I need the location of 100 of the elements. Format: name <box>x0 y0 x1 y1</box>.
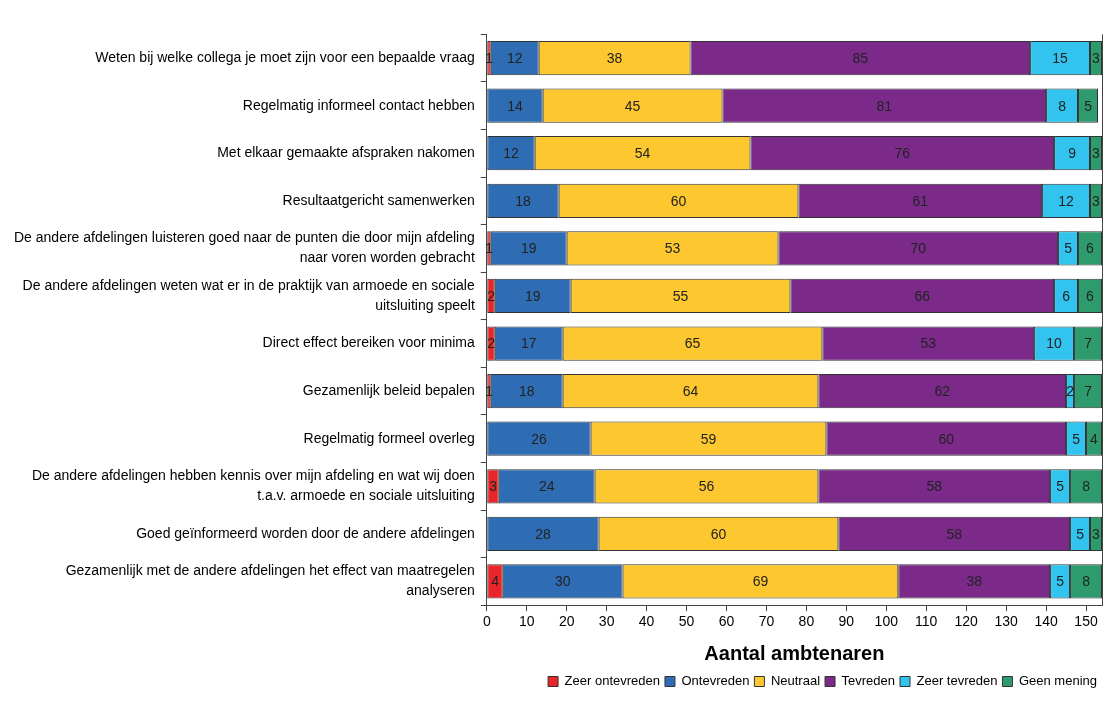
data-label: 1 <box>485 382 494 399</box>
data-label: 5 <box>1076 525 1085 542</box>
y-tick-label: Goed geïnformeerd worden door de andere afdelingen <box>136 524 475 541</box>
legend-label: Zeer tevreden <box>916 673 998 689</box>
data-label: 5 <box>1064 240 1073 257</box>
y-tick-label: Met elkaar gemaakte afspraken nakomen <box>217 144 475 161</box>
data-label: 64 <box>682 382 699 399</box>
data-label: 14 <box>507 97 523 114</box>
data-label: 8 <box>1082 478 1091 495</box>
y-tick-label: Weten bij welke collega je moet zijn voor een bepaalde vraag <box>95 48 475 65</box>
data-label: 3 <box>1092 49 1101 66</box>
y-tick-label: Gezamenlijk met de andere afdelingen het effect van maatregelen analyseren <box>65 562 475 599</box>
data-label: 3 <box>1092 525 1101 542</box>
data-label: 8 <box>1058 97 1067 114</box>
x-tick-label: 30 <box>598 613 615 630</box>
x-tick-label: 120 <box>954 613 979 630</box>
legend-label: Geen mening <box>1018 673 1098 689</box>
data-label: 61 <box>912 192 929 209</box>
x-tick-label: 90 <box>838 613 855 630</box>
data-label: 7 <box>1084 335 1093 352</box>
x-tick-label: 110 <box>915 613 938 630</box>
data-label: 10 <box>1046 335 1063 352</box>
data-label: 5 <box>1056 478 1065 495</box>
data-label: 66 <box>914 287 931 304</box>
data-label: 9 <box>1068 145 1077 162</box>
data-label: 1 <box>485 49 494 66</box>
data-label: 12 <box>506 49 523 66</box>
data-label: 60 <box>710 525 727 542</box>
x-tick-label: 140 <box>1034 613 1058 630</box>
data-label: 4 <box>491 573 500 590</box>
data-label: 59 <box>700 430 717 447</box>
data-label: 19 <box>520 240 537 257</box>
data-label: 38 <box>606 49 623 66</box>
data-label: 38 <box>966 573 983 590</box>
legend-label: Zeer ontevreden <box>564 673 660 689</box>
data-label: 15 <box>1052 49 1069 66</box>
x-tick-label: 130 <box>994 613 1019 630</box>
data-label: 6 <box>1062 287 1071 304</box>
data-label: 54 <box>634 145 651 162</box>
data-label: 24 <box>538 478 555 495</box>
data-label: 69 <box>752 573 769 590</box>
y-tick-label: Regelmatig informeel contact hebben <box>242 96 475 113</box>
data-label: 28 <box>535 525 551 542</box>
data-label: 65 <box>684 335 701 352</box>
data-label: 62 <box>934 382 951 399</box>
data-label: 3 <box>1092 145 1101 162</box>
data-label: 58 <box>926 478 943 495</box>
data-label: 56 <box>698 478 715 495</box>
data-label: 17 <box>520 335 537 352</box>
data-label: 53 <box>664 240 681 257</box>
y-tick-label: Gezamenlijk beleid bepalen <box>302 381 475 398</box>
y-tick-label: De andere afdelingen weten wat er in de praktijk van armoede en sociale uitsluiting speelt <box>22 276 475 313</box>
data-label: 1 <box>485 240 494 257</box>
data-label: 5 <box>1084 97 1093 114</box>
data-label: 4 <box>1090 430 1099 447</box>
data-label: 58 <box>946 525 963 542</box>
data-label: 12 <box>1058 192 1075 209</box>
data-label: 30 <box>554 573 571 590</box>
x-tick-label: 20 <box>558 613 575 630</box>
y-tick-label: Direct effect bereiken voor minima <box>262 334 475 351</box>
data-label: 60 <box>938 430 955 447</box>
y-tick-label: Resultaatgericht samenwerken <box>282 191 475 208</box>
y-tick-label: Regelmatig formeel overleg <box>303 429 475 446</box>
data-label: 6 <box>1086 287 1095 304</box>
x-tick-label: 60 <box>718 613 735 630</box>
data-label: 7 <box>1084 382 1093 399</box>
data-label: 2 <box>487 335 496 352</box>
data-label: 18 <box>515 192 531 209</box>
data-label: 3 <box>489 478 498 495</box>
data-label: 45 <box>624 97 641 114</box>
x-tick-label: 0 <box>482 613 491 630</box>
y-tick-label: De andere afdelingen hebben kennis over mijn afdeling en wat wij doen t.a.v. armoede en sociale uitsluiting <box>31 466 475 504</box>
data-label: 60 <box>670 192 687 209</box>
data-label: 8 <box>1082 573 1091 590</box>
legend-label: Ontevreden <box>681 673 750 689</box>
legend-label: Tevreden <box>841 673 896 689</box>
data-label: 6 <box>1086 240 1095 257</box>
data-label: 55 <box>672 287 689 304</box>
data-label: 19 <box>524 287 541 304</box>
x-tick-label: 70 <box>758 613 775 630</box>
data-label: 53 <box>920 335 937 352</box>
x-tick-label: 80 <box>798 613 815 630</box>
data-label: 26 <box>531 430 547 447</box>
x-tick-label: 40 <box>638 613 655 630</box>
data-label: 12 <box>503 145 519 162</box>
data-label: 3 <box>1092 192 1101 209</box>
data-label: 5 <box>1056 573 1065 590</box>
data-label: 2 <box>487 287 496 304</box>
data-label: 85 <box>852 49 869 66</box>
data-label: 18 <box>518 382 535 399</box>
data-label: 70 <box>910 240 927 257</box>
data-label: 76 <box>894 145 911 162</box>
x-axis-title: Aantal ambtenaren <box>704 641 885 664</box>
legend-label: Neutraal <box>770 673 821 689</box>
x-tick-label: 10 <box>518 613 535 630</box>
x-tick-label: 150 <box>1074 613 1098 630</box>
x-tick-label: 50 <box>678 613 695 630</box>
data-label: 5 <box>1072 430 1081 447</box>
x-tick-label: 100 <box>874 613 899 630</box>
y-tick-label: De andere afdelingen luisteren goed naar de punten die door mijn afdeling naar voren worden gebracht <box>14 229 475 266</box>
